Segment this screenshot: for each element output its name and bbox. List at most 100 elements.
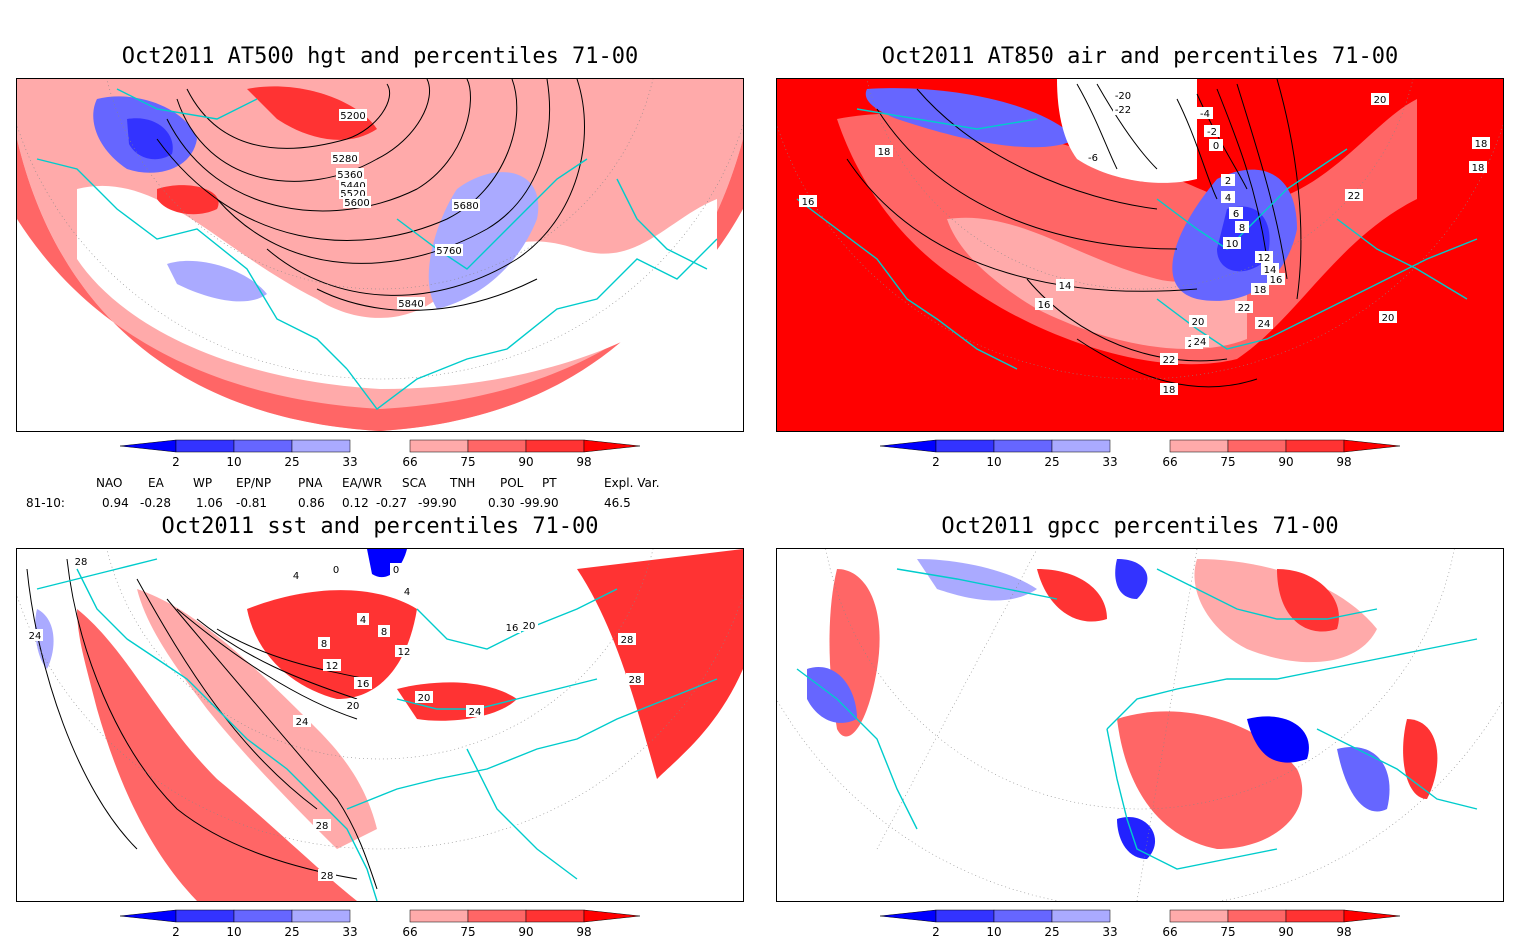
- contour-label: 22: [1163, 355, 1176, 366]
- map-panel-gpcc: [776, 548, 1504, 902]
- colorbar-svg: 2 10 25 33 66 75 90 98: [119, 909, 641, 939]
- contour-label: 28: [321, 871, 334, 882]
- contour-label: 14: [1264, 265, 1277, 276]
- colorbar-swatch: [119, 909, 177, 923]
- colorbar-swatch: [175, 439, 235, 453]
- colorbar-swatch: [1051, 439, 1111, 453]
- temperature-contours: [846, 79, 1302, 388]
- colorbar-tick-label: 10: [986, 455, 1001, 469]
- colorbar-swatch: [409, 909, 469, 923]
- colorbar-tick-label: 98: [576, 925, 591, 939]
- colorbar-tick-label: 90: [1278, 925, 1293, 939]
- index-value: 0.94: [102, 496, 129, 510]
- contour-label: 20: [418, 693, 431, 704]
- map-hgt500: 5200 5280 5360 5440 5520 5600 5680 5760 …: [17, 79, 743, 431]
- colorbar-swatch: [1227, 439, 1287, 453]
- contour-label: 5520: [340, 189, 365, 200]
- red-field: [77, 609, 357, 901]
- colorbar-tick-label: 98: [1336, 925, 1351, 939]
- red-patch-europe-core: [1277, 569, 1339, 632]
- contour-label: 12: [326, 661, 339, 672]
- colorbar-swatch: [583, 439, 641, 453]
- colorbar-tick-label: 75: [1220, 455, 1235, 469]
- colorbar-swatch: [525, 439, 585, 453]
- contour-label: 6: [1233, 209, 1239, 220]
- panel-title-hgt500: Oct2011 AT500 hgt and percentiles 71-00: [121, 44, 639, 69]
- colorbar-tick-label: 98: [576, 455, 591, 469]
- index-value: -99.90: [520, 496, 559, 510]
- contour-label: 5280: [332, 154, 357, 165]
- contour-label: 18: [1475, 139, 1488, 150]
- index-header: PT: [542, 476, 557, 490]
- colorbar-swatch: [1227, 909, 1287, 923]
- map-air850: -20 -22 -6 -4 -2 0 2 4 6 8 10 12 14 16 1…: [777, 79, 1503, 431]
- red-patch-europe: [1194, 559, 1377, 663]
- colorbar-swatch: [233, 909, 293, 923]
- index-value: 0.30: [488, 496, 515, 510]
- map-panel-hgt500: 5200 5280 5360 5440 5520 5600 5680 5760 …: [16, 78, 744, 432]
- contour-label: 0: [333, 565, 339, 576]
- coastlines: [36, 88, 718, 410]
- map-panel-air850: -20 -22 -6 -4 -2 0 2 4 6 8 10 12 14 16 1…: [776, 78, 1504, 432]
- colorbar-tick-label: 25: [284, 925, 299, 939]
- contour-label: 5360: [337, 170, 362, 181]
- contour-label: 4: [360, 615, 366, 626]
- index-header: SCA: [402, 476, 427, 490]
- panel-title-sst: Oct2011 sst and percentiles 71-00: [161, 514, 599, 539]
- colorbar-tick-label: 33: [342, 925, 357, 939]
- contour-label: 5600: [344, 198, 369, 209]
- red-patch-east: [1403, 719, 1438, 799]
- index-value: -0.81: [236, 496, 268, 510]
- contour-label: 18: [1163, 385, 1176, 396]
- colorbar-swatch: [291, 439, 351, 453]
- colorbar-tick-label: 33: [342, 455, 357, 469]
- colorbar-swatch: [1343, 909, 1401, 923]
- blue-anomaly-west-core: [127, 118, 173, 160]
- light-red-field: [137, 589, 377, 849]
- contour-label: 22: [1238, 303, 1251, 314]
- map-sst: 28 24 4 0 0 4 4 8 8 12 12 16 16 20 20 24…: [17, 549, 743, 901]
- colorbar-swatch: [583, 909, 641, 923]
- contour-label: 5440: [340, 181, 365, 192]
- contour-label: 18: [1472, 163, 1485, 174]
- colorbar-tick-label: 33: [1102, 455, 1117, 469]
- contour-label: 20: [1382, 313, 1395, 324]
- contour-label: 0: [393, 565, 399, 576]
- mid-red-field: [837, 99, 1417, 365]
- index-header: EA: [148, 476, 164, 490]
- blue-patch-north: [917, 559, 1037, 601]
- contour-label: 16: [1270, 275, 1283, 286]
- colorbar-swatch: [1169, 439, 1229, 453]
- contour-label: -2: [1207, 127, 1217, 138]
- colorbar-tick-label: 66: [1162, 455, 1177, 469]
- contour-label: -22: [1115, 105, 1131, 116]
- contour-label: -4: [1200, 109, 1210, 120]
- colorbar-swatch: [1169, 909, 1229, 923]
- white-field: [77, 185, 717, 389]
- contour-label: 24: [1194, 337, 1207, 348]
- colorbar-tick-label: 10: [226, 455, 241, 469]
- colorbar-swatch: [879, 439, 937, 453]
- contour-label: 20: [1192, 317, 1205, 328]
- blue-patch-africa: [1247, 716, 1309, 763]
- colorbar-tick-label: 2: [172, 925, 180, 939]
- colorbar-tick-label: 25: [284, 455, 299, 469]
- colorbar-swatch: [291, 909, 351, 923]
- panel-title-air850: Oct2011 AT850 air and percentiles 71-00: [881, 44, 1399, 69]
- colorbar-tick-label: 25: [1044, 925, 1059, 939]
- colorbar-swatch: [175, 909, 235, 923]
- index-value: -99.90: [418, 496, 457, 510]
- index-header: NAO: [96, 476, 123, 490]
- contour-label: 28: [75, 557, 88, 568]
- contour-label: 28: [629, 675, 642, 686]
- contour-label: -6: [1088, 153, 1098, 164]
- contour-label: 2: [1225, 176, 1231, 187]
- contour-label: 10: [1226, 239, 1239, 250]
- colorbar-svg: 2 10 25 33 66 75 90 98: [879, 439, 1401, 469]
- map-gpcc: [777, 549, 1503, 901]
- contour-label: 20: [523, 621, 536, 632]
- contour-label: 18: [878, 147, 891, 158]
- index-value: -0.27: [376, 496, 408, 510]
- contour-label: -20: [1115, 91, 1131, 102]
- coastlines: [36, 558, 718, 901]
